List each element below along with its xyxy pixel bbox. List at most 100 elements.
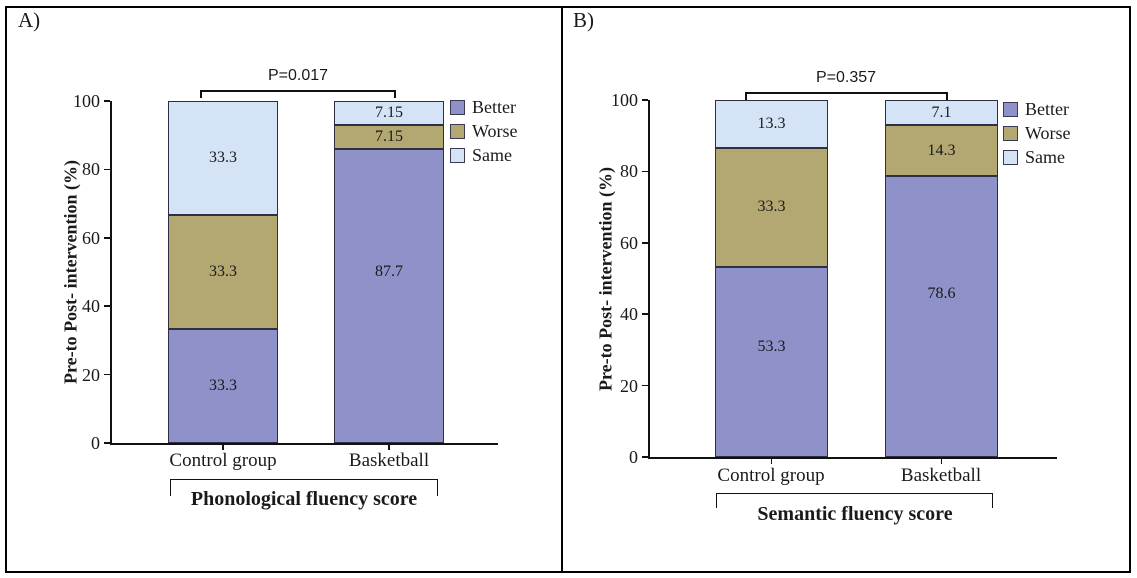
bar-value-label: 33.3: [209, 377, 237, 394]
bar-value-label: 7.15: [375, 127, 403, 145]
bar-segment-better: [168, 329, 278, 443]
y-axis-title: Pre-to Post- intervention (%): [595, 166, 616, 392]
bar-value-label: 78.6: [927, 285, 956, 303]
panel-b-label: B): [573, 8, 594, 32]
p-bracket-end: [946, 92, 948, 100]
legend-label-same: Same: [1025, 147, 1065, 167]
legend-swatch-better-icon: [450, 99, 465, 115]
legend-label-same: Same: [472, 145, 512, 165]
figure-border: [5, 6, 1131, 573]
y-tick-mark: [104, 373, 110, 376]
group-bracket-line: [170, 479, 438, 481]
p-bracket-end: [745, 92, 747, 100]
bar-segment-worse: [334, 124, 444, 149]
bar-segment-same: [715, 100, 828, 148]
y-axis-line: [648, 100, 650, 459]
bar-segment-better: [334, 148, 444, 443]
y-tick-label: 100: [73, 91, 100, 111]
bar-segment-worse: [715, 147, 828, 267]
y-tick-label: 40: [82, 296, 100, 317]
legend-item-same: Same: [1003, 148, 1065, 166]
y-tick-label: 40: [620, 304, 638, 325]
bar-segment-better: [885, 176, 998, 457]
x-tick-mark: [940, 459, 943, 464]
y-tick-label: 0: [91, 433, 100, 453]
x-tick-mark: [388, 445, 390, 450]
p-bracket-line: [745, 92, 948, 94]
y-tick-label: 20: [620, 375, 638, 396]
y-tick-label: 100: [611, 90, 638, 110]
y-tick-label: 20: [82, 364, 100, 385]
y-tick-mark: [642, 242, 648, 244]
x-tick-mark: [770, 459, 773, 464]
category-label-control-group: Control group: [717, 465, 825, 486]
bar-segment-worse: [885, 125, 998, 177]
y-tick-mark: [642, 456, 648, 458]
p-value-label: P=0.357: [815, 69, 877, 86]
group-bracket-end: [716, 493, 718, 508]
bar-segment-same: [885, 100, 998, 126]
legend-label-worse: Worse: [472, 121, 518, 141]
legend-item-worse: Worse: [450, 122, 518, 140]
group-bracket-end: [436, 479, 438, 496]
y-tick-mark: [104, 305, 110, 307]
bar-value-label: 87.7: [375, 263, 403, 281]
y-tick-mark: [104, 237, 110, 239]
group-bracket-line: [716, 493, 993, 495]
p-bracket-line: [200, 90, 396, 92]
p-bracket-end: [394, 90, 396, 98]
category-label-basketball: Basketball: [348, 450, 430, 471]
y-tick-mark: [642, 313, 648, 315]
y-tick-label: 80: [620, 161, 638, 182]
legend-item-same: Same: [450, 146, 512, 164]
bar-segment-same: [334, 101, 444, 125]
bar-value-label: 7.15: [375, 103, 403, 121]
bar-value-label: 53.3: [757, 337, 786, 355]
category-label-control-group: Control group: [169, 450, 277, 471]
x-axis-group-title: Phonological fluency score: [190, 488, 418, 510]
y-tick-label: 0: [629, 447, 638, 467]
legend-swatch-same-icon: [1003, 149, 1018, 165]
y-tick-mark: [642, 170, 648, 173]
bar-segment-same: [168, 101, 278, 215]
x-axis-group-title: Semantic fluency score: [757, 503, 953, 525]
bar-value-label: 33.3: [757, 198, 786, 216]
x-tick-mark: [222, 445, 224, 450]
y-tick-mark: [642, 99, 648, 101]
bar-value-label: 7.1: [931, 103, 952, 121]
p-bracket-end: [200, 90, 202, 98]
legend-item-worse: Worse: [1003, 124, 1071, 142]
bar-value-label: 33.3: [209, 263, 237, 280]
bar-value-label: 13.3: [757, 114, 786, 132]
bar-value-label: 14.3: [927, 141, 956, 159]
y-tick-label: 80: [82, 159, 100, 180]
bar-value-label: 33.3: [209, 149, 237, 166]
y-tick-label: 60: [620, 232, 638, 253]
y-tick-mark: [104, 100, 110, 102]
y-tick-mark: [104, 442, 110, 444]
y-tick-mark: [104, 168, 110, 171]
group-bracket-end: [170, 479, 172, 496]
p-value-label: P=0.017: [267, 67, 329, 84]
x-axis-line: [110, 443, 498, 445]
bar-segment-worse: [168, 215, 278, 329]
panel-divider-line: [561, 6, 563, 571]
y-tick-label: 60: [82, 227, 100, 248]
legend-swatch-worse-icon: [450, 123, 465, 139]
legend-swatch-same-icon: [450, 147, 465, 163]
group-bracket-end: [991, 493, 993, 508]
legend-label-worse: Worse: [1025, 123, 1071, 143]
legend-item-better: Better: [450, 98, 516, 116]
legend-item-better: Better: [1003, 100, 1069, 118]
y-tick-mark: [642, 384, 648, 387]
legend-label-better: Better: [472, 97, 516, 117]
panel-a-label: A): [18, 8, 41, 32]
category-label-basketball: Basketball: [900, 465, 982, 486]
y-axis-line: [110, 101, 112, 445]
legend-swatch-worse-icon: [1003, 125, 1018, 141]
legend-swatch-better-icon: [1003, 101, 1018, 117]
legend-label-better: Better: [1025, 99, 1069, 119]
